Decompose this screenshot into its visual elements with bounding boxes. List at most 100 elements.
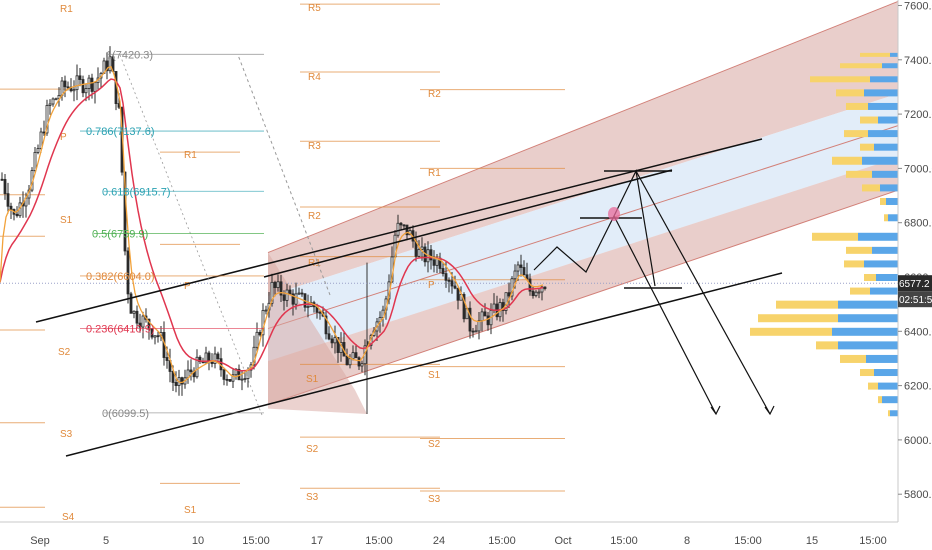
pivot-label: P [184, 281, 191, 292]
candle-up [54, 98, 58, 101]
volume-sell-bar [870, 287, 898, 295]
pivot-label: S1 [184, 505, 197, 516]
fib-label: 0(6099.5) [102, 408, 149, 420]
fib-label: 0.236(6410.9) [86, 323, 155, 335]
volume-buy-bar [810, 76, 870, 83]
price-tick-label: 6200.0 [904, 381, 932, 393]
candle-up [84, 88, 88, 94]
candle-down [468, 307, 472, 332]
fib-label: 0.618(6915.7) [102, 186, 171, 198]
volume-sell-bar [878, 382, 898, 390]
price-tick-label: 7400.0 [904, 55, 932, 67]
candle-up [513, 270, 517, 280]
pivot-label: S2 [306, 444, 319, 455]
candle-down [273, 281, 277, 288]
candle-up [72, 89, 76, 92]
candle-down [282, 294, 286, 301]
pivot-label: S3 [306, 492, 319, 503]
candle-up [48, 103, 52, 106]
volume-buy-bar [860, 143, 874, 151]
volume-sell-bar [866, 354, 898, 363]
moving-averages [0, 66, 544, 384]
candle-down [90, 77, 94, 92]
volume-sell-bar [838, 314, 898, 323]
volume-profile [750, 52, 898, 417]
pivot-label: S2 [58, 347, 71, 358]
wedge-bottom-trendline [65, 272, 783, 457]
candle-down [42, 131, 46, 134]
pivot-label: R1 [428, 168, 441, 179]
volume-sell-bar [874, 143, 898, 151]
price-tick-label: 7600.0 [904, 1, 932, 13]
ema-fast-line [0, 66, 544, 384]
candle-up [153, 335, 157, 338]
volume-sell-bar [882, 63, 898, 69]
price-tags: 6577.2 02:51:59 [898, 275, 932, 308]
candle-down [150, 328, 154, 338]
candle-down [258, 331, 262, 336]
volume-sell-bar [872, 170, 898, 178]
volume-sell-bar [888, 214, 898, 222]
volume-buy-bar [840, 63, 882, 69]
volume-sell-bar [870, 76, 898, 83]
candle-down [405, 224, 409, 236]
channel-bottom-line [267, 189, 899, 406]
candle-down [345, 355, 349, 366]
candle-down [222, 369, 226, 380]
candle-up [510, 278, 514, 297]
pivot-label: R1 [60, 4, 73, 15]
candle-up [417, 249, 421, 257]
candle-down [354, 352, 358, 359]
candle-down [165, 357, 169, 361]
pivot-label: R3 [308, 141, 321, 152]
channel-upper-band [268, 1, 898, 297]
candle-up [93, 82, 97, 92]
candle-down [279, 281, 283, 296]
time-tick-label: 8 [684, 535, 690, 547]
volume-buy-bar [776, 300, 838, 309]
volume-sell-bar [874, 369, 898, 377]
price-axis: 5800.06000.06200.06400.06600.06800.07000… [897, 0, 932, 550]
candle-up [348, 358, 352, 366]
volume-sell-bar [868, 102, 898, 110]
volume-buy-bar [812, 232, 858, 241]
fib-label: 1(7420.3) [106, 49, 153, 61]
candle-down [66, 86, 70, 89]
candle-up [264, 309, 268, 312]
volume-buy-bar [844, 130, 868, 138]
candle-up [204, 352, 208, 364]
candle-down [318, 311, 322, 314]
arrow-head [710, 405, 721, 416]
candle-up [516, 264, 520, 272]
candle-up [537, 291, 541, 294]
candle-up [252, 346, 256, 366]
candle-down [453, 285, 457, 289]
candle-down [462, 294, 466, 320]
candle-down [210, 361, 214, 364]
candle-up [240, 378, 244, 381]
pivot-label: R4 [308, 72, 321, 83]
candle-up [480, 311, 484, 321]
volume-buy-bar [846, 170, 872, 178]
candle-down [519, 264, 523, 268]
volume-sell-bar [862, 156, 898, 165]
candle-down [189, 369, 193, 373]
candle-down [450, 280, 454, 287]
candle-up [333, 336, 337, 344]
candle-down [9, 205, 13, 210]
candle-down [0, 178, 4, 181]
pivot-label: S3 [428, 494, 441, 505]
channel-trendline [263, 169, 673, 278]
volume-buy-bar [844, 260, 864, 268]
candle-down [147, 318, 151, 330]
candle-down [486, 315, 490, 326]
volume-sell-bar [832, 327, 898, 336]
candle-up [285, 289, 289, 301]
candle-up [297, 292, 301, 295]
volume-buy-bar [832, 156, 862, 165]
volume-buy-bar [850, 287, 870, 295]
candle-up [477, 320, 481, 332]
candle-up [351, 352, 355, 360]
candle-down [3, 179, 7, 195]
candle-down [78, 75, 82, 80]
